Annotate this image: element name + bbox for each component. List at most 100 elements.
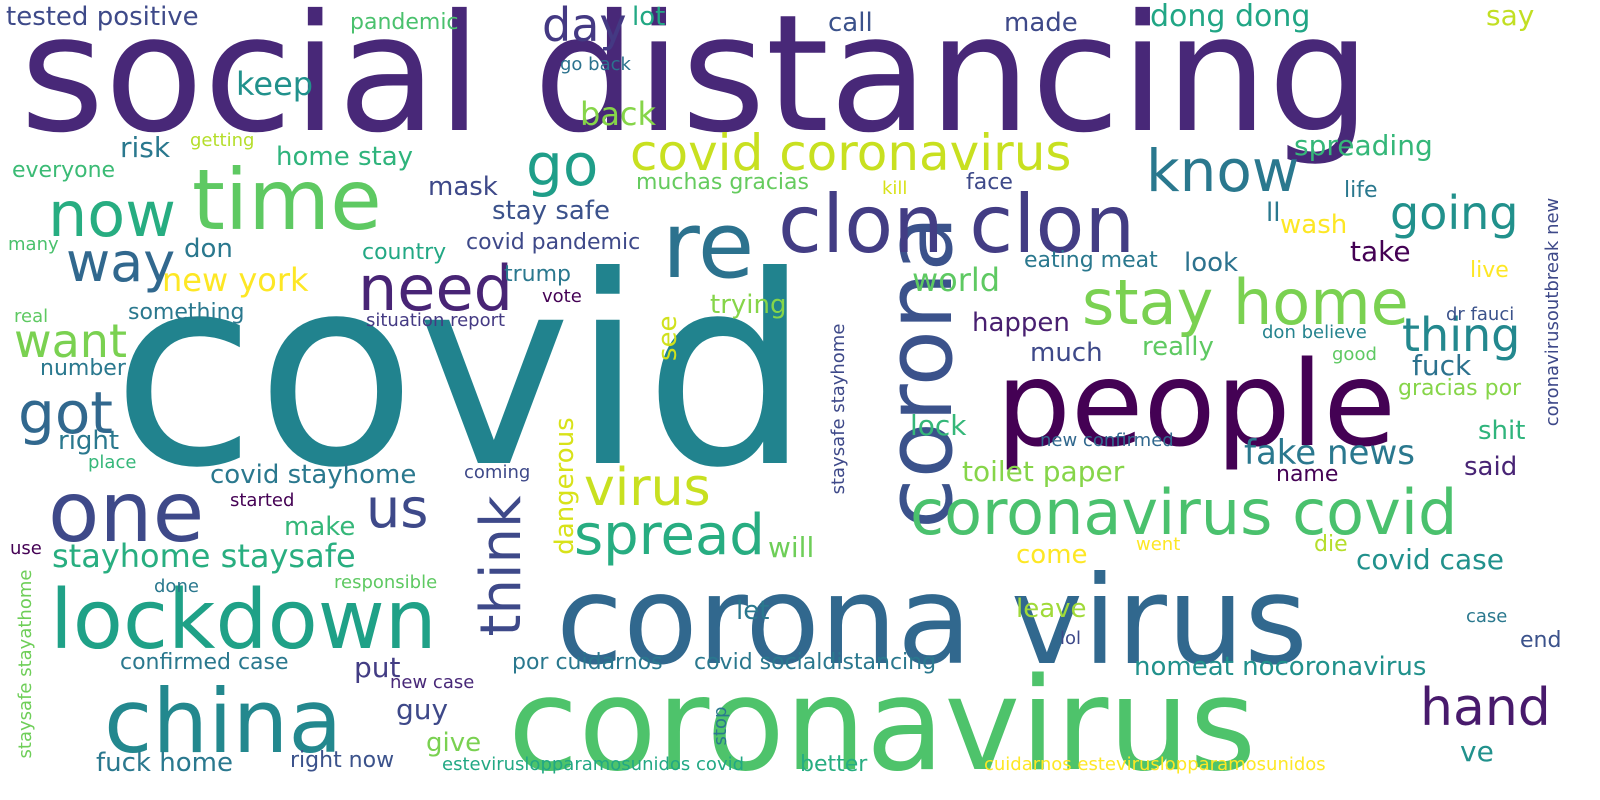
word-lock: lock: [910, 409, 967, 442]
word-spread: spread: [574, 503, 765, 568]
word-let: let: [736, 596, 770, 626]
word-situation-report: situation report: [366, 310, 506, 331]
word-put: put: [354, 651, 401, 684]
word-corona-virus: corona virus: [556, 550, 1308, 692]
word-fuck-home: fuck home: [96, 748, 233, 778]
word-everyone: everyone: [12, 158, 116, 183]
word-lol: lol: [1060, 628, 1082, 649]
word-face: face: [966, 170, 1013, 195]
word-right-now: right now: [290, 748, 395, 773]
word-don-believe: don believe: [1262, 322, 1367, 343]
word-coming: coming: [464, 462, 531, 483]
word-tested-positive: tested positive: [6, 2, 199, 32]
word-new-confirmed: new confirmed: [1040, 430, 1174, 451]
word-new-york: new york: [162, 261, 309, 299]
word-stayhome-staysafe: stayhome staysafe: [52, 537, 356, 575]
word-fuck: fuck: [1412, 349, 1472, 382]
word-don: don: [184, 234, 233, 264]
word-much: much: [1030, 338, 1103, 368]
word-ve: ve: [1460, 735, 1494, 768]
word-nomeat-nocoronavirus: nomeat nocoronavirus: [1134, 652, 1427, 682]
word-say: say: [1486, 0, 1535, 32]
word-cuidarnos-esteviruslopparamosunidos: cuidarnos esteviruslopparamosunidos: [984, 754, 1326, 775]
word-real: real: [14, 306, 49, 327]
word-give: give: [426, 728, 482, 758]
word-spreading: spreading: [1294, 129, 1433, 162]
word-people: people: [996, 335, 1396, 473]
word-time: time: [192, 151, 382, 249]
word-eating-meat: eating meat: [1024, 248, 1158, 273]
word-covid-case: covid case: [1356, 543, 1504, 576]
word-confirmed-case: confirmed case: [120, 650, 289, 675]
word-case: case: [1466, 606, 1508, 627]
word-toilet-paper: toilet paper: [962, 455, 1125, 488]
word-name: name: [1276, 462, 1339, 487]
word-day: day: [542, 0, 627, 52]
word-think: think: [469, 495, 534, 637]
word-one: one: [48, 463, 205, 561]
word-esteviruslopparamosunidos-covid: esteviruslopparamosunidos covid: [442, 754, 745, 775]
word-clon-clon: clon clon: [778, 178, 1136, 271]
word-place: place: [88, 452, 137, 473]
word-know: know: [1146, 137, 1300, 205]
word-good: good: [1332, 344, 1377, 365]
word-want: want: [14, 314, 128, 368]
word-will: will: [768, 531, 815, 564]
word-end: end: [1520, 628, 1562, 653]
word-country: country: [362, 240, 447, 265]
word-come: come: [1016, 540, 1088, 570]
word-life: life: [1344, 178, 1378, 203]
word-covid-stayhome: covid stayhome: [210, 460, 417, 490]
word-see: see: [653, 315, 683, 361]
word-trying: trying: [710, 290, 787, 320]
word-take: take: [1350, 235, 1411, 268]
word-done: done: [154, 576, 199, 597]
word-way: way: [66, 231, 176, 294]
word-gracias-por: gracias por: [1398, 376, 1522, 401]
word-responsible: responsible: [334, 572, 438, 593]
word-covid-coronavirus: covid coronavirus: [630, 124, 1072, 182]
word-world: world: [912, 261, 1001, 299]
word-coronavirus-covid: coronavirus covid: [910, 476, 1458, 549]
word-thing: thing: [1402, 308, 1521, 362]
word-went: went: [1136, 534, 1181, 555]
word-fake-news: fake news: [1244, 433, 1415, 473]
word-guy: guy: [396, 693, 449, 726]
word-go: go: [526, 131, 599, 199]
word-getting: getting: [190, 130, 255, 151]
word-dr-fauci: dr fauci: [1446, 304, 1515, 325]
word-leave: leave: [1016, 594, 1087, 624]
word-keep: keep: [236, 65, 314, 103]
word-lockdown: lockdown: [50, 573, 437, 668]
word-now: now: [48, 178, 176, 251]
word-got: got: [18, 379, 114, 447]
word-dangerous: dangerous: [550, 417, 580, 555]
word-virus: virus: [584, 458, 711, 518]
word-trump: trump: [504, 262, 572, 287]
word-covid-pandemic: covid pandemic: [466, 230, 641, 255]
word-risk: risk: [120, 131, 171, 164]
word-covid-socialdistancing: covid socialdistancing: [694, 650, 937, 675]
word-social-distancing: social distancing: [20, 0, 1371, 169]
word-many: many: [8, 234, 59, 255]
word-said: said: [1464, 452, 1518, 482]
word-china: china: [104, 670, 343, 773]
word-stay-safe: stay safe: [492, 196, 610, 226]
word-lot: lot: [632, 2, 666, 32]
word-por-cuidarnos: por cuidarnos: [512, 650, 663, 675]
word-look: look: [1184, 248, 1239, 278]
word-live: live: [1470, 258, 1509, 283]
word-hand: hand: [1420, 678, 1551, 738]
word-coronavirusoutbreak-new: coronavirusoutbreak new: [1542, 197, 1563, 427]
word-re: re: [662, 192, 755, 299]
word-die: die: [1314, 532, 1348, 557]
word-new-case: new case: [390, 672, 475, 693]
word-wash: wash: [1280, 210, 1348, 240]
word-started: started: [230, 490, 295, 511]
word-stay-home: stay home: [1082, 266, 1409, 339]
word-stop: stop: [710, 706, 731, 746]
word-use: use: [10, 538, 42, 559]
word-ll: ll: [1266, 198, 1281, 228]
word-need: need: [358, 252, 513, 325]
